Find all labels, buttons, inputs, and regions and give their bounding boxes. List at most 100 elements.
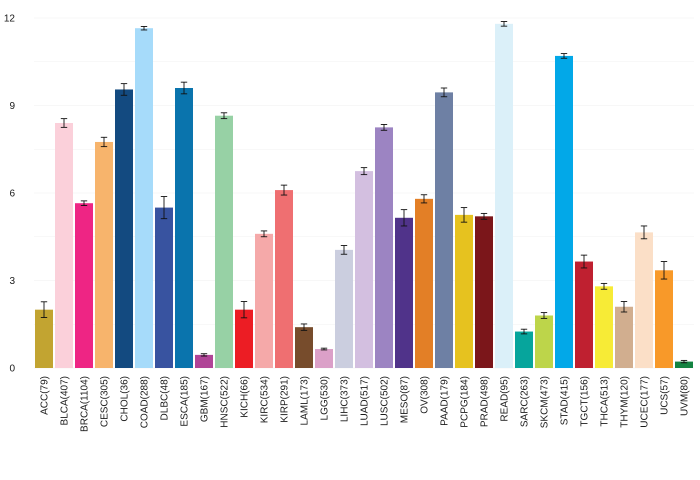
x-tick-label: UCS(57)	[660, 376, 671, 415]
error-bar	[640, 225, 648, 240]
bar	[315, 349, 333, 368]
y-tick-label: 6	[9, 189, 15, 200]
x-tick-label: KICH(66)	[240, 376, 251, 418]
bar	[415, 198, 433, 368]
x-tick-label: KIRP(291)	[280, 376, 291, 423]
error-bar	[320, 347, 328, 351]
error-bar	[500, 21, 508, 27]
bar	[635, 232, 653, 368]
x-tick-label: ACC(79)	[40, 376, 51, 415]
error-bar	[200, 353, 208, 357]
bar	[615, 306, 633, 368]
error-bar	[120, 83, 128, 96]
error-bar	[560, 53, 568, 59]
error-bar	[600, 282, 608, 290]
x-tick-label: UCEC(177)	[640, 376, 651, 428]
y-axis: 0 3 6 9 12	[4, 14, 16, 375]
bar	[95, 141, 113, 368]
bars	[35, 23, 693, 369]
bar	[595, 286, 613, 368]
error-bar	[180, 81, 188, 95]
bar	[575, 261, 593, 368]
bar	[135, 28, 153, 368]
y-tick-label: 0	[9, 364, 15, 375]
x-tick-label: COAD(288)	[140, 376, 151, 428]
x-tick-label: PAAD(179)	[440, 376, 451, 426]
error-bar	[420, 194, 428, 204]
x-tick-label: LAML(173)	[300, 376, 311, 425]
x-tick-label: SKCM(473)	[540, 376, 551, 428]
bar	[255, 233, 273, 368]
bar	[115, 89, 133, 368]
error-bar	[280, 184, 288, 196]
x-tick-label: PRAD(498)	[480, 376, 491, 427]
bar	[335, 249, 353, 368]
x-tick-label: THYM(120)	[620, 376, 631, 428]
x-tick-label: READ(95)	[500, 376, 511, 422]
bar	[75, 203, 93, 368]
error-bar	[80, 200, 88, 206]
error-bar	[300, 323, 308, 331]
x-tick-label: BLCA(407)	[60, 376, 71, 425]
x-tick-label: LIHC(373)	[340, 376, 351, 422]
error-bar	[260, 230, 268, 238]
error-bar	[60, 118, 68, 128]
error-bar	[160, 196, 168, 220]
x-tick-label: BRCA(1104)	[80, 376, 91, 432]
bar	[555, 55, 573, 369]
error-bar	[140, 26, 148, 31]
x-tick-label: CHOL(36)	[120, 376, 131, 422]
bar	[655, 270, 673, 368]
error-bar	[340, 245, 348, 255]
x-tick-label: TGCT(156)	[580, 376, 591, 427]
error-bar	[520, 328, 528, 335]
bar	[175, 88, 193, 368]
error-bar	[400, 209, 408, 227]
error-bar	[620, 301, 628, 313]
error-bar	[440, 87, 448, 98]
x-axis: ACC(79) BLCA(407) BRCA(1104) CESC(305) CHOL(…	[40, 376, 691, 432]
bar	[515, 331, 533, 368]
bar	[435, 92, 453, 368]
y-tick-label: 9	[9, 101, 15, 112]
x-tick-label: MESO(87)	[400, 376, 411, 423]
bar	[475, 216, 493, 368]
error-bar	[460, 207, 468, 223]
bar	[495, 23, 513, 368]
bar	[215, 115, 233, 368]
x-tick-label: UVM(80)	[680, 376, 691, 416]
bar	[155, 207, 173, 368]
bar	[275, 190, 293, 368]
bar	[355, 171, 373, 368]
x-tick-label: GBM(167)	[200, 376, 211, 422]
x-tick-label: OV(308)	[420, 376, 431, 414]
error-bars	[40, 21, 688, 364]
x-tick-label: STAD(415)	[560, 376, 571, 425]
error-bar	[680, 359, 688, 364]
error-bar	[240, 301, 248, 319]
error-bar	[480, 212, 488, 220]
x-tick-label: HNSC(522)	[220, 376, 231, 428]
x-tick-label: LGG(530)	[320, 376, 331, 420]
bar	[295, 327, 313, 368]
bar	[675, 361, 693, 368]
y-tick-label: 3	[9, 276, 15, 287]
x-tick-label: CESC(305)	[100, 376, 111, 427]
x-tick-label: SARC(263)	[520, 376, 531, 427]
x-tick-label: LUSC(502)	[380, 376, 391, 426]
bar	[195, 354, 213, 368]
error-bar	[540, 312, 548, 319]
x-tick-label: THCA(513)	[600, 376, 611, 427]
bar	[375, 127, 393, 368]
bar	[535, 315, 553, 368]
x-tick-label: KIRC(534)	[260, 376, 271, 423]
x-tick-label: LUAD(517)	[360, 376, 371, 426]
bar	[235, 309, 253, 368]
error-bar	[360, 167, 368, 176]
x-tick-label: PCPG(184)	[460, 376, 471, 428]
error-bar	[380, 124, 388, 131]
error-bar	[40, 301, 48, 318]
error-bar	[580, 254, 588, 269]
bar	[35, 309, 53, 368]
